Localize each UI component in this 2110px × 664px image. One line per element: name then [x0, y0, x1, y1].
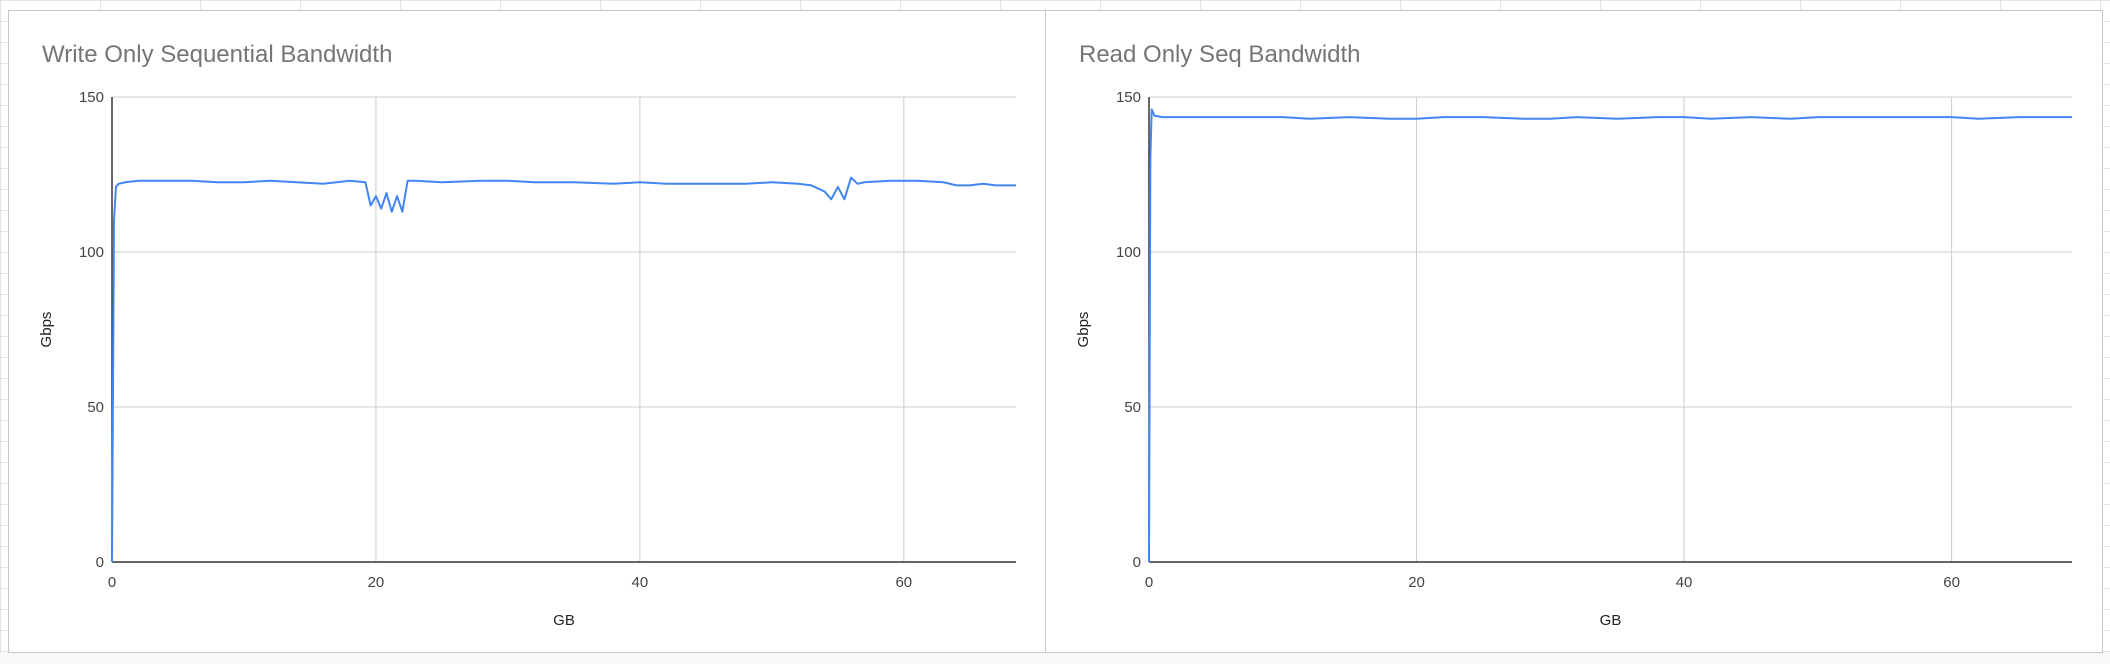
y-tick-label: 150 — [1116, 89, 1141, 106]
x-tick-label: 20 — [1408, 574, 1425, 591]
x-tick-label: 40 — [632, 574, 649, 591]
y-tick-label: 50 — [1124, 399, 1141, 416]
y-tick-label: 150 — [79, 89, 104, 106]
x-tick-label: 40 — [1676, 574, 1693, 591]
y-tick-label: 0 — [96, 554, 104, 571]
gridlines — [112, 96, 1016, 562]
x-tick-label: 0 — [108, 574, 116, 591]
x-tick-label: 60 — [1943, 574, 1960, 591]
y-tick-label: 50 — [87, 399, 104, 416]
y-tick-label: 100 — [1116, 244, 1141, 261]
y-tick-label: 0 — [1133, 554, 1141, 571]
x-axis-title: GB — [1600, 612, 1622, 629]
x-tick-label: 20 — [368, 574, 385, 591]
gridlines — [1149, 96, 2072, 562]
series-line — [111, 176, 1016, 563]
write-bandwidth-plot: 0 50 100 150 0 20 40 60 GB Gbps — [38, 89, 1016, 629]
x-tick-label: 0 — [1145, 574, 1153, 591]
x-axis-title: GB — [553, 612, 575, 629]
sheet-footer-strip — [0, 653, 2110, 664]
y-axis-title: Gbps — [1075, 312, 1092, 348]
chart-title: Read Only Seq Bandwidth — [1079, 41, 1361, 68]
series-line — [1148, 108, 2072, 563]
y-tick-label: 100 — [79, 244, 104, 261]
x-tick-label: 60 — [895, 574, 912, 591]
y-axis-title: Gbps — [38, 312, 55, 348]
read-bandwidth-plot: 0 50 100 150 0 20 40 60 GB Gbps — [1075, 89, 2072, 629]
write-bandwidth-chart[interactable]: Write Only Sequential Bandwidth 0 50 100 15… — [8, 10, 1046, 653]
chart-title: Write Only Sequential Bandwidth — [42, 41, 393, 68]
read-bandwidth-chart[interactable]: Read Only Seq Bandwidth 0 50 100 150 0 20 40 60… — [1045, 10, 2103, 653]
